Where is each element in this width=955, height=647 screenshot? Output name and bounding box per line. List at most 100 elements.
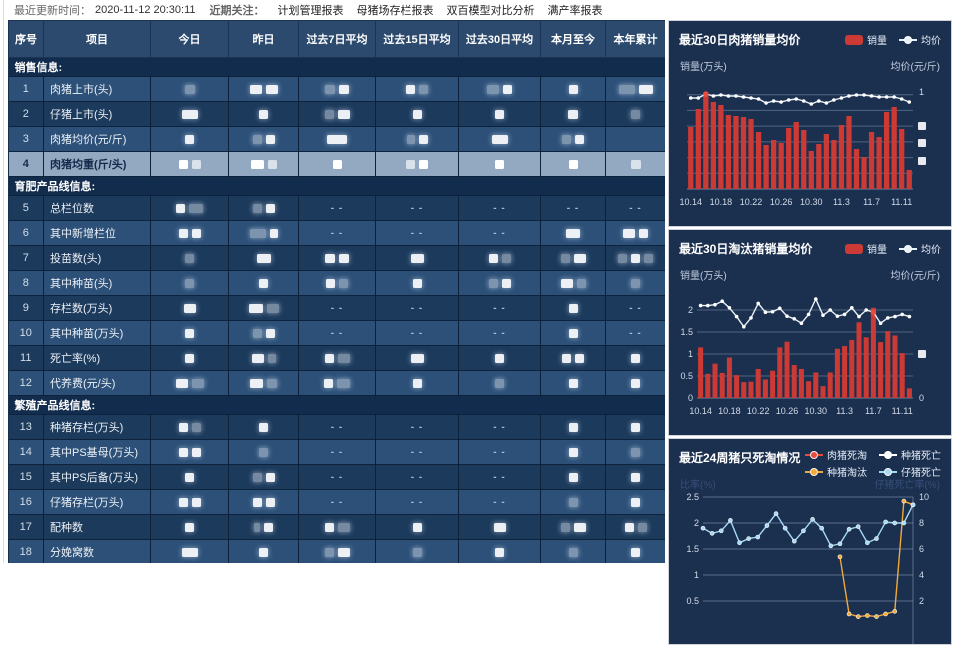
table-row[interactable]: 18 分娩窝数 (8, 539, 665, 563)
legend-item[interactable]: 肉猪死淘 (805, 447, 867, 462)
value-cell (605, 101, 665, 127)
nav-link-model-compare[interactable]: 双百模型对比分析 (446, 4, 535, 17)
redacted-value (575, 353, 584, 363)
redacted-value (267, 353, 276, 363)
legend-label: 销量 (867, 36, 887, 47)
redacted-value (339, 84, 349, 94)
row-index: 4 (8, 151, 44, 177)
svg-text:1: 1 (919, 87, 924, 97)
table-row[interactable]: 7 投苗数(头) (8, 245, 665, 271)
value-cell (540, 220, 606, 246)
table-row[interactable]: 1 肉猪上市(头) (8, 76, 665, 102)
nav-link-sow-farm-report[interactable]: 母猪场存栏报表 (356, 4, 434, 17)
redacted-value (568, 303, 578, 313)
chart-legend: 销量 均价 (845, 28, 941, 47)
redacted-value (332, 159, 342, 169)
table-row[interactable]: 8 其中种苗(头) (8, 270, 665, 296)
line-legend-icon (805, 467, 823, 477)
right-axis-label: 仔猪死亡率(%) (874, 480, 940, 491)
value-cell (150, 489, 229, 515)
row-label: 其中PS后备(万头) (43, 464, 151, 490)
value-cell (605, 345, 665, 371)
value-cell: - - (458, 439, 541, 465)
redacted-value (178, 497, 188, 507)
nav-link-plan-report[interactable]: 计划管理报表 (277, 4, 344, 17)
redacted-value (419, 84, 428, 94)
table-row[interactable]: 15 其中PS后备(万头) - - - - - - (8, 464, 665, 490)
svg-text:11.3: 11.3 (836, 406, 853, 416)
legend-item[interactable]: 均价 (899, 32, 941, 47)
table-row[interactable]: 6 其中新增栏位 - - - - - - (8, 220, 665, 246)
redacted-value (623, 228, 635, 238)
redacted-value (185, 353, 194, 363)
redacted-value (568, 472, 578, 482)
redacted-value (265, 134, 275, 144)
redacted-value (324, 109, 334, 119)
table-row[interactable]: 4 肉猪均重(斤/头) (8, 151, 665, 177)
nav-link-capacity-report[interactable]: 满产率报表 (547, 4, 603, 17)
redacted-value (562, 353, 571, 363)
value-cell (375, 539, 459, 563)
redacted-value (495, 547, 504, 557)
table-row[interactable]: 2 仔猪上市(头) (8, 101, 665, 127)
legend-item[interactable]: 种猪淘汰 (805, 464, 867, 479)
value-cell (150, 295, 229, 321)
legend-item[interactable]: 销量 (845, 241, 887, 256)
value-cell: - - (298, 295, 376, 321)
redacted-value (267, 159, 277, 169)
redacted-value (259, 547, 268, 557)
value-cell (540, 151, 606, 177)
updated-label: 最近更新时间： (14, 4, 91, 17)
table-row[interactable]: 11 死亡率(%) (8, 345, 665, 371)
value-cell: - - (375, 295, 459, 321)
redacted-value (265, 472, 275, 482)
svg-text:11.3: 11.3 (833, 197, 850, 207)
value-cell (150, 464, 229, 490)
svg-text:10.26: 10.26 (770, 197, 793, 207)
dash-value: - - (493, 422, 506, 433)
table-row[interactable]: 17 配种数 (8, 514, 665, 540)
redacted-value (560, 278, 573, 288)
redacted-value (406, 84, 415, 94)
value-cell (540, 464, 606, 490)
value-cell (458, 370, 541, 396)
row-label: 其中种苗(万头) (43, 320, 151, 346)
legend-item[interactable]: 仔猪死亡 (879, 464, 941, 479)
redacted-value (337, 547, 350, 557)
value-cell: - - (375, 439, 459, 465)
section-title: 销售信息: (8, 57, 665, 77)
value-cell (228, 414, 299, 440)
table-row[interactable]: 5 总栏位数 - - - - - - - - - - (8, 195, 665, 221)
table-row[interactable]: 10 其中种苗(万头) - - - - - - - - (8, 320, 665, 346)
redacted-value (185, 253, 194, 263)
value-cell (150, 320, 229, 346)
value-cell (540, 245, 606, 271)
legend-item[interactable]: 销量 (845, 32, 887, 47)
dash-value: - - (493, 303, 506, 314)
legend-item[interactable]: 种猪死亡 (879, 447, 941, 462)
col-header-year-to-date: 本年累计 (605, 20, 665, 58)
row-index: 10 (8, 320, 44, 346)
legend-item[interactable]: 均价 (899, 241, 941, 256)
redacted-value (566, 228, 580, 238)
table-row[interactable]: 13 种猪存栏(万头) - - - - - - (8, 414, 665, 440)
table-row[interactable]: 14 其中PS基母(万头) - - - - - - (8, 439, 665, 465)
table-row[interactable]: 9 存栏数(万头) - - - - - - - - (8, 295, 665, 321)
chart-panel-pig-sales: 最近30日肉猪销量均价 销量 均价 销量(万头) 均价(元/斤) 10.14 10.18 10… (668, 20, 952, 227)
value-cell (605, 514, 665, 540)
chart-legend: 销量 均价 (845, 237, 941, 256)
redacted-value (406, 134, 415, 144)
value-cell (375, 345, 459, 371)
col-header-15day-avg: 过去15日平均 (375, 20, 459, 58)
redacted-value (191, 422, 201, 432)
dash-value: - - (410, 303, 424, 314)
row-label: 仔猪存栏(万头) (43, 489, 151, 515)
value-cell (605, 370, 665, 396)
row-index: 6 (8, 220, 44, 246)
table-row[interactable]: 12 代养费(元/头) (8, 370, 665, 396)
value-cell (375, 514, 459, 540)
table-row[interactable]: 16 仔猪存栏(万头) - - - - - - (8, 489, 665, 515)
row-index: 7 (8, 245, 44, 271)
value-cell (150, 539, 229, 563)
table-row[interactable]: 3 肉猪均价(元/斤) (8, 126, 665, 152)
